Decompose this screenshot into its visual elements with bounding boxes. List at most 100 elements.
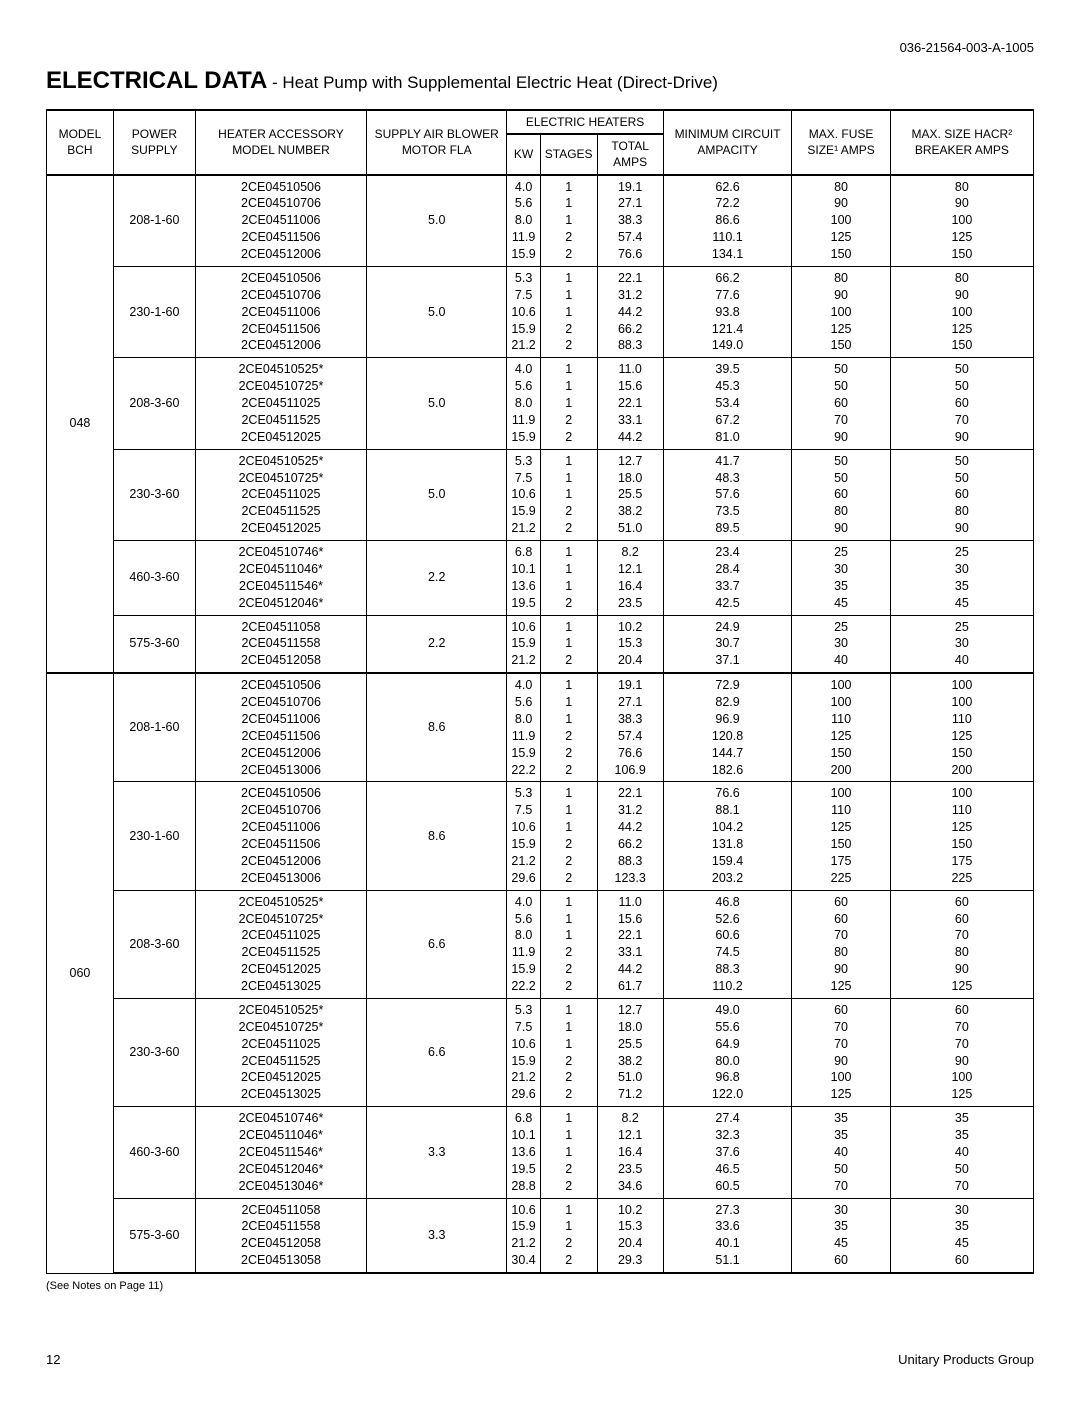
cell-power: 575-3-60 xyxy=(113,615,195,673)
cell-power: 208-1-60 xyxy=(113,175,195,267)
cell-fuse: 50 50 60 70 90 xyxy=(792,358,890,449)
cell-ampacity: 23.4 28.4 33.7 42.5 xyxy=(663,541,792,616)
cell-hacr: 30 35 45 60 xyxy=(890,1198,1033,1273)
cell-power: 575-3-60 xyxy=(113,1198,195,1273)
cell-fuse: 80 90 100 125 150 xyxy=(792,175,890,267)
cell-fuse: 100 100 110 125 150 200 xyxy=(792,673,890,782)
cell-blower: 6.6 xyxy=(367,998,507,1106)
cell-heater: 2CE04510506 2CE04510706 2CE04511006 2CE0… xyxy=(195,266,366,357)
cell-ampacity: 39.5 45.3 53.4 67.2 81.0 xyxy=(663,358,792,449)
cell-ampacity: 24.9 30.7 37.1 xyxy=(663,615,792,673)
cell-amps: 8.2 12.1 16.4 23.5 xyxy=(597,541,663,616)
cell-stages: 1 1 1 2 2 2 xyxy=(540,890,597,998)
cell-blower: 2.2 xyxy=(367,541,507,616)
col-stages: STAGES xyxy=(540,134,597,174)
cell-blower: 5.0 xyxy=(367,266,507,357)
cell-blower: 3.3 xyxy=(367,1107,507,1198)
cell-amps: 10.2 15.3 20.4 29.3 xyxy=(597,1198,663,1273)
page-number: 12 xyxy=(46,1352,60,1367)
cell-heater: 2CE04510525* 2CE04510725* 2CE04511025 2C… xyxy=(195,998,366,1106)
cell-stages: 1 1 2 2 xyxy=(540,1198,597,1273)
cell-heater: 2CE04510506 2CE04510706 2CE04511006 2CE0… xyxy=(195,782,366,890)
cell-kw: 4.0 5.6 8.0 11.9 15.9 xyxy=(507,175,540,267)
cell-stages: 1 1 1 2 2 xyxy=(540,358,597,449)
cell-hacr: 25 30 35 45 xyxy=(890,541,1033,616)
cell-fuse: 25 30 40 xyxy=(792,615,890,673)
cell-stages: 1 1 1 2 2 xyxy=(540,266,597,357)
cell-ampacity: 27.3 33.6 40.1 51.1 xyxy=(663,1198,792,1273)
cell-blower: 8.6 xyxy=(367,673,507,782)
cell-hacr: 100 110 125 150 175 225 xyxy=(890,782,1033,890)
cell-heater: 2CE04511058 2CE04511558 2CE04512058 xyxy=(195,615,366,673)
cell-ampacity: 27.4 32.3 37.6 46.5 60.5 xyxy=(663,1107,792,1198)
cell-hacr: 100 100 110 125 150 200 xyxy=(890,673,1033,782)
col-fuse: MAX. FUSE SIZE¹ AMPS xyxy=(792,110,890,175)
cell-heater: 2CE04510525* 2CE04510725* 2CE04511025 2C… xyxy=(195,890,366,998)
model-cell: 060 xyxy=(47,673,114,1273)
cell-power: 460-3-60 xyxy=(113,1107,195,1198)
cell-fuse: 60 60 70 80 90 125 xyxy=(792,890,890,998)
col-hacr: MAX. SIZE HACR² BREAKER AMPS xyxy=(890,110,1033,175)
cell-heater: 2CE04510525* 2CE04510725* 2CE04511025 2C… xyxy=(195,449,366,540)
cell-power: 208-3-60 xyxy=(113,358,195,449)
table-note: (See Notes on Page 11) xyxy=(46,1280,1034,1292)
cell-stages: 1 1 1 2 2 xyxy=(540,1107,597,1198)
page-footer: 12 Unitary Products Group xyxy=(46,1352,1034,1367)
cell-power: 208-1-60 xyxy=(113,673,195,782)
col-elec-group: ELECTRIC HEATERS xyxy=(507,110,663,134)
cell-kw: 5.3 7.5 10.6 15.9 21.2 xyxy=(507,449,540,540)
doc-id: 036-21564-003-A-1005 xyxy=(46,40,1034,55)
cell-amps: 12.7 18.0 25.5 38.2 51.0 xyxy=(597,449,663,540)
cell-blower: 6.6 xyxy=(367,890,507,998)
cell-hacr: 50 50 60 80 90 xyxy=(890,449,1033,540)
cell-blower: 8.6 xyxy=(367,782,507,890)
cell-kw: 10.6 15.9 21.2 xyxy=(507,615,540,673)
cell-ampacity: 66.2 77.6 93.8 121.4 149.0 xyxy=(663,266,792,357)
cell-amps: 19.1 27.1 38.3 57.4 76.6 106.9 xyxy=(597,673,663,782)
col-amps: TOTAL AMPS xyxy=(597,134,663,174)
cell-power: 230-1-60 xyxy=(113,782,195,890)
cell-blower: 2.2 xyxy=(367,615,507,673)
cell-fuse: 25 30 35 45 xyxy=(792,541,890,616)
electrical-data-table: MODEL BCH POWER SUPPLY HEATER ACCESSORY … xyxy=(46,109,1034,1274)
footer-org: Unitary Products Group xyxy=(898,1352,1034,1367)
cell-hacr: 80 90 100 125 150 xyxy=(890,175,1033,267)
cell-amps: 22.1 31.2 44.2 66.2 88.3 123.3 xyxy=(597,782,663,890)
cell-blower: 5.0 xyxy=(367,358,507,449)
cell-power: 230-3-60 xyxy=(113,449,195,540)
cell-heater: 2CE04510506 2CE04510706 2CE04511006 2CE0… xyxy=(195,175,366,267)
cell-hacr: 50 50 60 70 90 xyxy=(890,358,1033,449)
cell-kw: 4.0 5.6 8.0 11.9 15.9 22.2 xyxy=(507,890,540,998)
cell-ampacity: 41.7 48.3 57.6 73.5 89.5 xyxy=(663,449,792,540)
cell-amps: 11.0 15.6 22.1 33.1 44.2 61.7 xyxy=(597,890,663,998)
cell-kw: 5.3 7.5 10.6 15.9 21.2 29.6 xyxy=(507,998,540,1106)
page-title: ELECTRICAL DATA - Heat Pump with Supplem… xyxy=(46,67,1034,95)
col-ampacity: MINIMUM CIRCUIT AMPACITY xyxy=(663,110,792,175)
cell-amps: 10.2 15.3 20.4 xyxy=(597,615,663,673)
cell-ampacity: 49.0 55.6 64.9 80.0 96.8 122.0 xyxy=(663,998,792,1106)
cell-power: 230-1-60 xyxy=(113,266,195,357)
title-sub: - Heat Pump with Supplemental Electric H… xyxy=(267,73,718,92)
model-cell: 048 xyxy=(47,175,114,674)
cell-amps: 12.7 18.0 25.5 38.2 51.0 71.2 xyxy=(597,998,663,1106)
cell-blower: 3.3 xyxy=(367,1198,507,1273)
title-main: ELECTRICAL DATA xyxy=(46,67,267,94)
cell-ampacity: 62.6 72.2 86.6 110.1 134.1 xyxy=(663,175,792,267)
cell-heater: 2CE04510506 2CE04510706 2CE04511006 2CE0… xyxy=(195,673,366,782)
cell-kw: 5.3 7.5 10.6 15.9 21.2 29.6 xyxy=(507,782,540,890)
cell-power: 460-3-60 xyxy=(113,541,195,616)
cell-hacr: 60 70 70 90 100 125 xyxy=(890,998,1033,1106)
cell-kw: 4.0 5.6 8.0 11.9 15.9 xyxy=(507,358,540,449)
col-heater: HEATER ACCESSORY MODEL NUMBER xyxy=(195,110,366,175)
cell-kw: 5.3 7.5 10.6 15.9 21.2 xyxy=(507,266,540,357)
col-blower: SUPPLY AIR BLOWER MOTOR FLA xyxy=(367,110,507,175)
cell-amps: 19.1 27.1 38.3 57.4 76.6 xyxy=(597,175,663,267)
cell-stages: 1 1 1 2 2 2 xyxy=(540,998,597,1106)
cell-amps: 22.1 31.2 44.2 66.2 88.3 xyxy=(597,266,663,357)
cell-hacr: 25 30 40 xyxy=(890,615,1033,673)
cell-heater: 2CE04510746* 2CE04511046* 2CE04511546* 2… xyxy=(195,1107,366,1198)
cell-fuse: 35 35 40 50 70 xyxy=(792,1107,890,1198)
cell-amps: 11.0 15.6 22.1 33.1 44.2 xyxy=(597,358,663,449)
cell-hacr: 35 35 40 50 70 xyxy=(890,1107,1033,1198)
cell-ampacity: 76.6 88.1 104.2 131.8 159.4 203.2 xyxy=(663,782,792,890)
